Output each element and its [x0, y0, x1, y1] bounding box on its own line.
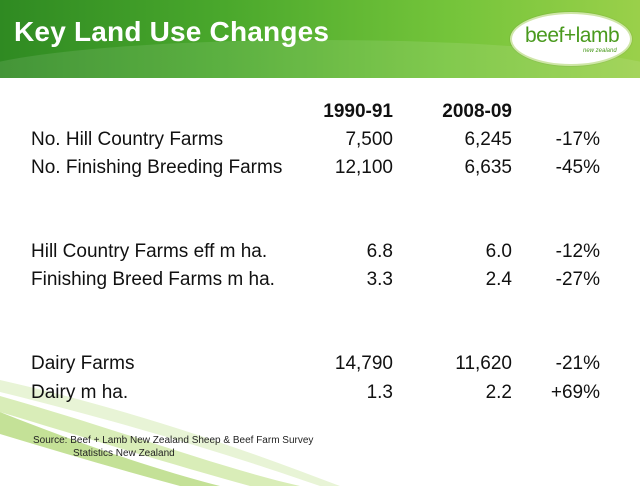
source-line-2: Statistics New Zealand	[73, 448, 175, 459]
row-value-1990: 14,790	[334, 353, 393, 374]
row-value-2008: 6,635	[464, 157, 512, 178]
row-change: -12%	[555, 241, 600, 262]
row-change: -21%	[555, 353, 600, 374]
logo-wordmark: beef+lamb	[525, 24, 620, 47]
row-value-2008: 2.4	[485, 269, 512, 290]
column-header-2008: 2008-09	[442, 101, 512, 122]
row-change: -45%	[555, 157, 600, 178]
source-line-1: Source: Beef + Lamb New Zealand Sheep & …	[33, 435, 314, 446]
row-change: -27%	[555, 269, 600, 290]
row-change: +69%	[550, 382, 600, 403]
logo-subtext: new zealand	[583, 48, 617, 54]
header-band: Key Land Use Changes beef+lamb new zeala…	[0, 0, 640, 78]
row-value-2008: 2.2	[485, 382, 512, 403]
page-title: Key Land Use Changes	[14, 16, 330, 47]
green-swoosh-decoration	[0, 380, 340, 486]
column-header-1990: 1990-91	[323, 101, 393, 122]
row-value-2008: 6.0	[485, 241, 512, 262]
row-value-1990: 1.3	[366, 382, 393, 403]
row-value-1990: 3.3	[366, 269, 393, 290]
source-note: Source: Beef + Lamb New Zealand Sheep & …	[33, 434, 313, 460]
row-label-finishing-breeding-farms: No. Finishing Breeding Farms	[31, 157, 283, 178]
row-label-finishing-breed-ha: Finishing Breed Farms m ha.	[31, 269, 275, 290]
row-value-1990: 6.8	[366, 241, 393, 262]
row-label-dairy-ha: Dairy m ha.	[31, 382, 129, 403]
row-label-dairy-farms: Dairy Farms	[31, 353, 135, 374]
row-value-2008: 11,620	[455, 353, 512, 374]
row-change: -17%	[555, 129, 600, 150]
logo-oval	[510, 12, 632, 66]
row-value-1990: 12,100	[334, 157, 393, 178]
row-value-2008: 6,245	[464, 129, 512, 150]
row-label-hill-country-farms: No. Hill Country Farms	[31, 129, 224, 150]
beef-lamb-logo: beef+lamb new zealand	[508, 8, 634, 66]
row-value-1990: 7,500	[345, 129, 393, 150]
row-label-hill-country-eff-ha: Hill Country Farms eff m ha.	[31, 241, 268, 262]
